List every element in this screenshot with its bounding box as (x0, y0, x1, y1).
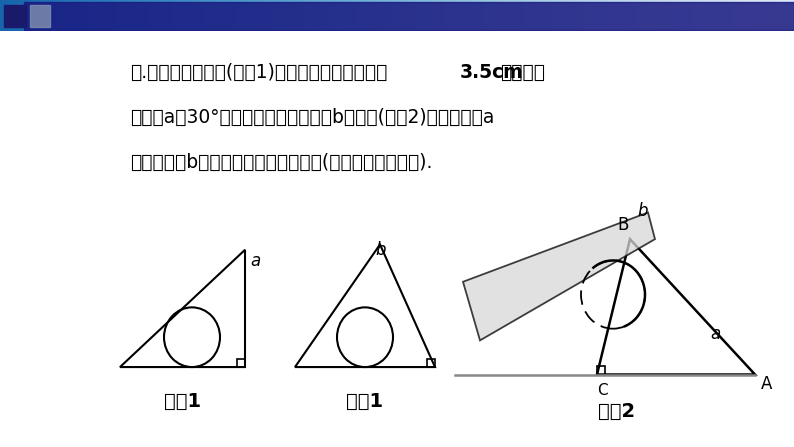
Text: 的圆，现: 的圆，现 (500, 63, 545, 82)
Polygon shape (463, 212, 655, 341)
Text: 穿过三角板b中圆的那部分的最大面积(不计三角板的厚度).: 穿过三角板b中圆的那部分的最大面积(不计三角板的厚度). (130, 153, 433, 172)
Text: 如图1: 如图1 (346, 392, 384, 411)
Text: C: C (596, 383, 607, 398)
Text: A: A (761, 375, 773, 392)
Text: b: b (637, 202, 647, 220)
Text: 如图1: 如图1 (164, 392, 202, 411)
Text: a: a (710, 325, 720, 342)
Text: 三角板a的30°角的那一头穿过三角板b中的圆(如图2)，求三角板a: 三角板a的30°角的那一头穿过三角板b中的圆(如图2)，求三角板a (130, 108, 495, 127)
Bar (4, 4, 26, 27)
Text: a: a (250, 252, 260, 270)
Text: 3.5cm: 3.5cm (460, 63, 524, 82)
Text: b: b (375, 241, 386, 259)
Text: 如图2: 如图2 (599, 402, 635, 421)
Text: B: B (618, 216, 629, 234)
Text: 例.今有一副三角板(如图1)，中间各有一个直径为: 例.今有一副三角板(如图1)，中间各有一个直径为 (130, 63, 387, 82)
Bar (30, 4, 50, 27)
